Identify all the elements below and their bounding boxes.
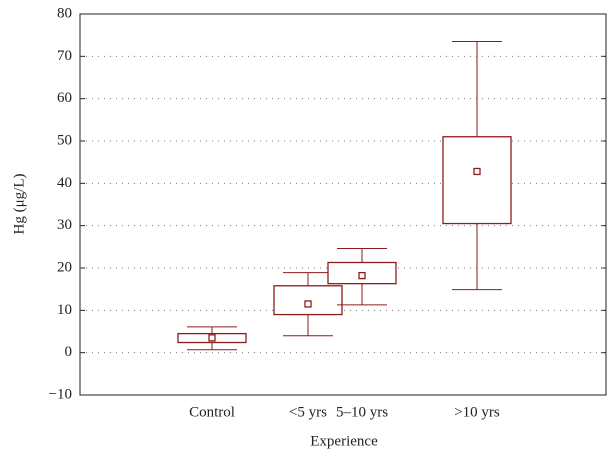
x-axis-label: Experience xyxy=(310,433,378,449)
box xyxy=(442,136,512,225)
plot-frame xyxy=(79,13,607,396)
y-tick-label: 30 xyxy=(57,217,72,233)
y-tick-label: 60 xyxy=(57,90,72,106)
y-tick-label: 40 xyxy=(57,175,72,191)
y-axis-label: Hg (μg/L) xyxy=(11,174,27,235)
x-tick-label: >10 yrs xyxy=(454,404,500,420)
y-tick-label: 50 xyxy=(57,132,72,148)
x-tick-label: 5–10 yrs xyxy=(336,404,388,420)
y-tick-label: 10 xyxy=(57,302,72,318)
y-tick-label: 70 xyxy=(57,48,72,64)
median-marker xyxy=(208,334,216,342)
x-tick-label: <5 yrs xyxy=(289,404,327,420)
x-tick-label: Control xyxy=(189,404,235,420)
median-marker xyxy=(473,167,481,176)
median-marker xyxy=(304,300,312,308)
y-tick-label: −10 xyxy=(49,386,72,402)
y-tick-label: 20 xyxy=(57,259,72,275)
y-tick-label: 0 xyxy=(65,344,73,360)
median-marker xyxy=(358,271,366,280)
box xyxy=(273,285,343,316)
y-tick-label: 80 xyxy=(57,5,72,21)
